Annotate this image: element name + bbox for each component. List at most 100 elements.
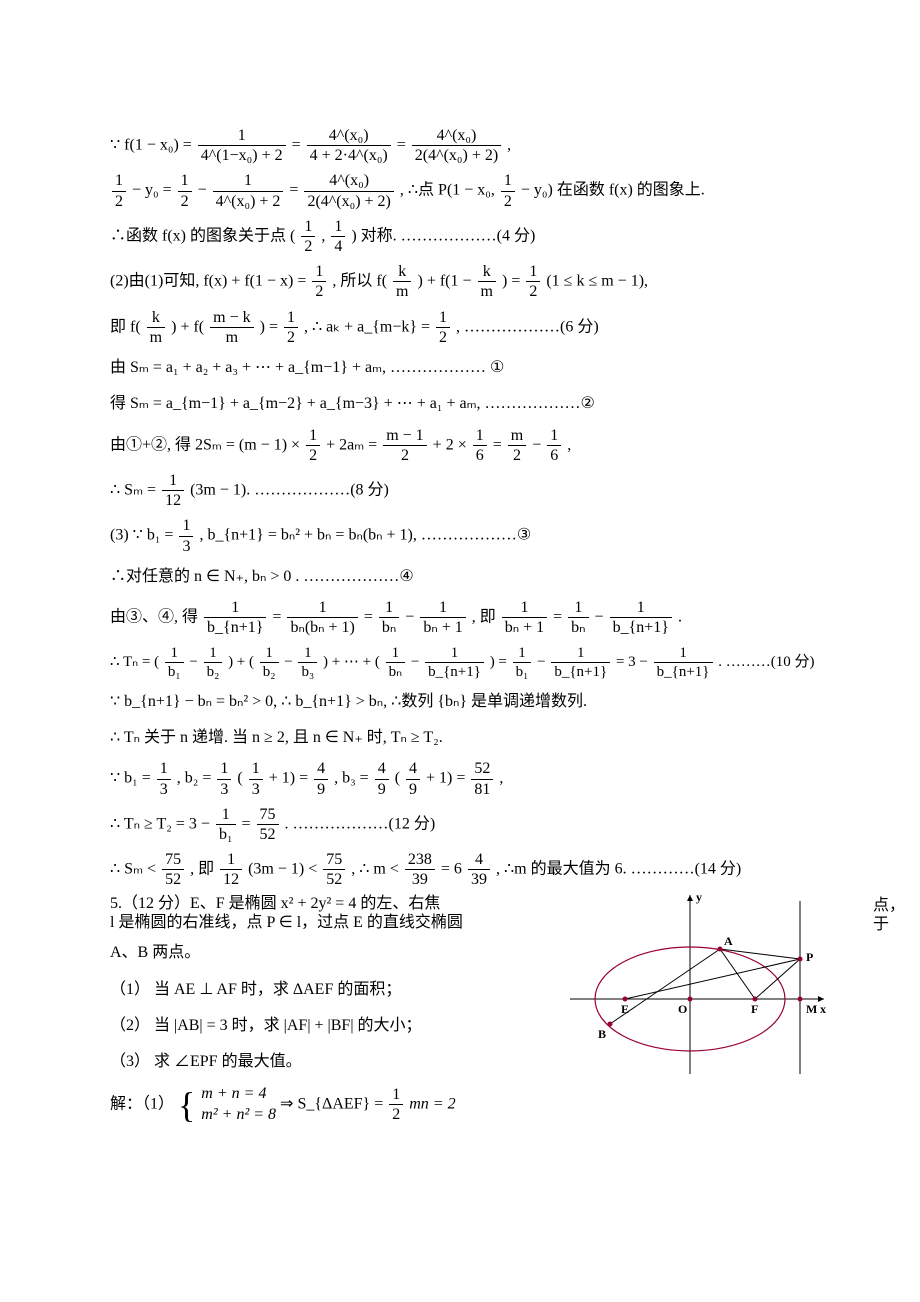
- svg-text:A: A: [724, 934, 733, 948]
- numerator: 1: [160, 760, 168, 777]
- numerator: 1: [169, 472, 177, 489]
- proof-line: ∵ f(1 − x₀) = 14^(1−x₀) + 2 = 4^(x₀)4 + …: [110, 126, 810, 165]
- text: = 6: [441, 860, 462, 877]
- denominator: 4 + 2·4^(x₀): [310, 147, 388, 164]
- numerator: 1: [518, 645, 526, 661]
- fraction: 1bₙ: [379, 598, 399, 637]
- text: + 2aₘ =: [326, 436, 381, 453]
- proof-line: ∵ b₁ = 13 , b₂ = 13 ( 13 + 1) = 49 , b₃ …: [110, 759, 810, 798]
- numerator: 4^(x₀): [437, 127, 477, 144]
- text: , 即: [190, 860, 218, 877]
- numerator: 1: [392, 1086, 400, 1103]
- numerator: 1: [265, 645, 273, 661]
- numerator: 4: [475, 851, 483, 868]
- fraction: 1b_{n+1}: [425, 644, 484, 681]
- text: , ∴ m <: [351, 860, 403, 877]
- fraction: 49: [375, 759, 389, 798]
- denominator: 12: [223, 871, 239, 888]
- proof-line: 即 f( km ) + f( m − km ) = 12 , ∴ aₖ + a_…: [110, 308, 810, 347]
- text: + 2 ×: [433, 436, 471, 453]
- numerator: 1: [231, 599, 239, 616]
- denominator: 3: [160, 781, 168, 798]
- numerator: 1: [287, 309, 295, 326]
- text: 解：（1）: [110, 1095, 174, 1112]
- numerator: 1: [222, 806, 230, 823]
- numerator: 1: [504, 172, 512, 189]
- numerator: 1: [220, 760, 228, 777]
- numerator: 1: [115, 172, 123, 189]
- fraction: m − 12: [383, 426, 426, 465]
- text: , 即: [472, 609, 500, 626]
- problem-line: 5.（12 分）E、F 是椭圆 x² + 2y² = 4 的左、右焦 l 是椭圆…: [110, 895, 558, 932]
- numerator: 1: [309, 427, 317, 444]
- text: ∴ Sₘ <: [110, 860, 160, 877]
- text: mn = 2: [409, 1095, 455, 1112]
- fraction: 4^(x₀)2(4^(x₀) + 2): [304, 171, 393, 210]
- svg-text:y: y: [696, 890, 702, 904]
- text: −: [284, 653, 296, 669]
- comma: ,: [507, 136, 511, 153]
- denominator: bₙ: [571, 619, 585, 636]
- fraction: 12: [501, 171, 515, 210]
- denominator: b_{n+1}: [554, 664, 607, 680]
- denominator: 2: [304, 238, 312, 255]
- fraction: 16: [547, 426, 561, 465]
- denominator: 52: [326, 871, 342, 888]
- fraction: km: [478, 262, 496, 301]
- denominator: 2(4^(x₀) + 2): [415, 147, 498, 164]
- fraction: 16: [473, 426, 487, 465]
- text: (3) ∵ b₁ =: [110, 527, 177, 544]
- text: −: [189, 653, 201, 669]
- text: ) + f(1 −: [417, 272, 475, 289]
- text: ∴函数 f(x) 的图象关于点 (: [110, 227, 295, 244]
- denominator: 2: [287, 329, 295, 346]
- text: . ………………(12 分): [285, 815, 436, 832]
- eq: =: [289, 182, 302, 199]
- fraction: 14^(x₀) + 2: [213, 171, 284, 210]
- denominator: 12: [165, 492, 181, 509]
- numerator: 1: [304, 218, 312, 235]
- problem-line: （2） 当 |AB| = 3 时，求 |AF| + |BF| 的大小；: [110, 1011, 558, 1041]
- fraction: 4^(x₀)4 + 2·4^(x₀): [307, 126, 391, 165]
- numerator: 1: [209, 645, 217, 661]
- fraction: 13: [249, 759, 263, 798]
- denominator: 2: [392, 1106, 400, 1123]
- denominator: b_{n+1}: [207, 619, 263, 636]
- fraction: 12: [436, 308, 450, 347]
- fraction: 14: [331, 217, 345, 256]
- cases: m + n = 4 m² + n² = 8: [201, 1084, 276, 1126]
- numerator: 1: [476, 427, 484, 444]
- fraction: 23839: [405, 850, 435, 889]
- text: , ∴m 的最大值为 6. …………(14 分): [496, 860, 741, 877]
- fraction: 49: [314, 759, 328, 798]
- numerator: m − k: [213, 309, 250, 326]
- text: ⇒ S_{ΔAEF} =: [280, 1095, 387, 1112]
- fraction: 1b_{n+1}: [610, 598, 672, 637]
- fraction: 1 b_{n+1}: [204, 598, 266, 637]
- numerator: 1: [574, 599, 582, 616]
- svg-text:O: O: [678, 1002, 687, 1016]
- fraction: 12: [389, 1085, 403, 1124]
- text: (2)由(1)可知, f(x) + f(1 − x) =: [110, 272, 310, 289]
- text: . ………(10 分): [718, 653, 814, 669]
- proof-line: ∴对任意的 n ∈ N₊, bₙ > 0 . ………………④: [110, 562, 810, 592]
- fraction: 1b₁: [165, 644, 184, 681]
- denominator: 52: [260, 826, 276, 843]
- fraction: km: [393, 262, 411, 301]
- numerator: 52: [474, 760, 490, 777]
- denominator: bₙ(bₙ + 1): [290, 619, 354, 636]
- fraction: 439: [468, 850, 490, 889]
- denominator: b₁: [516, 664, 529, 680]
- text: ,: [499, 770, 503, 787]
- denominator: b_{n+1}: [428, 664, 481, 680]
- denominator: 2(4^(x₀) + 2): [307, 193, 390, 210]
- ellipse-diagram: xyABEFOPM: [570, 889, 830, 1079]
- denominator: m: [481, 283, 493, 300]
- fraction: 13: [179, 516, 193, 555]
- denominator: 6: [550, 447, 558, 464]
- proof-line: 由③、④, 得 1b_{n+1} = 1bₙ(bₙ + 1) = 1bₙ − 1…: [110, 598, 810, 637]
- text: −: [537, 653, 549, 669]
- fraction: 49: [406, 759, 420, 798]
- text: 点，: [873, 897, 905, 915]
- proof-line: ∴函数 f(x) 的图象关于点 ( 12 , 14 ) 对称. ………………(4…: [110, 217, 810, 256]
